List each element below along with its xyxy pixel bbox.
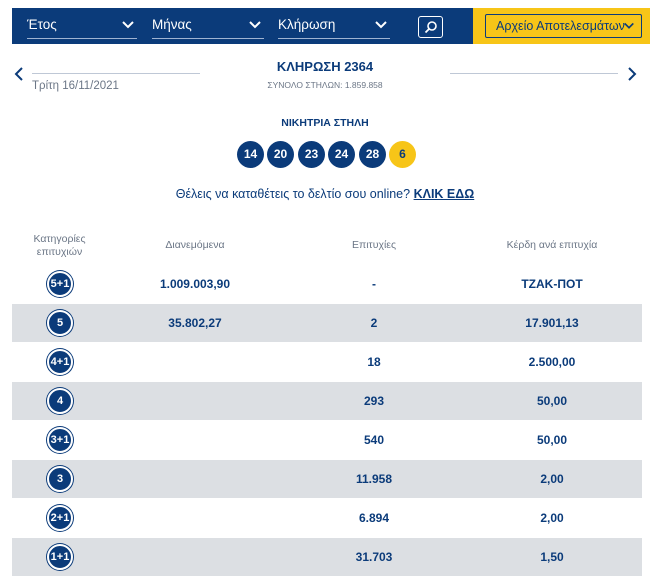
previous-draw-arrow-icon[interactable] bbox=[11, 64, 27, 84]
header-category: Κατηγορίες επιτυχιών bbox=[33, 232, 86, 258]
month-dropdown-underline bbox=[152, 38, 264, 39]
click-here-link[interactable]: ΚΛΙΚ ΕΔΩ bbox=[413, 187, 475, 201]
distributed-cell: 35.802,27 bbox=[168, 316, 222, 330]
prize-cell: 50,00 bbox=[536, 394, 568, 408]
category-badge: 3 bbox=[47, 466, 73, 492]
distributed-cell bbox=[130, 421, 260, 459]
category-badge: 5+1 bbox=[47, 271, 73, 297]
filter-bar: Έτος Μήνας Κλήρωση Αρχείο Αποτελεσμάτων bbox=[12, 8, 650, 44]
distributed-cell bbox=[130, 499, 260, 537]
number-ball: 24 bbox=[328, 141, 355, 168]
chevron-down-icon bbox=[122, 21, 134, 29]
draw-dropdown-underline bbox=[278, 38, 390, 39]
draw-date: Τρίτη 16/11/2021 bbox=[32, 80, 119, 92]
table-row: 5 35.802,27 2 17.901,13 bbox=[12, 304, 642, 342]
draw-dropdown[interactable]: Κλήρωση bbox=[278, 8, 390, 44]
year-dropdown[interactable]: Έτος bbox=[27, 8, 137, 44]
number-ball: 14 bbox=[237, 141, 264, 168]
divider-left bbox=[32, 73, 200, 74]
winners-cell: 31.703 bbox=[355, 550, 393, 564]
archive-dropdown-box: Αρχείο Αποτελεσμάτων bbox=[485, 14, 642, 38]
distributed-cell bbox=[130, 343, 260, 381]
next-draw-arrow-icon[interactable] bbox=[624, 64, 640, 84]
category-badge: 5 bbox=[47, 310, 73, 336]
divider-right bbox=[450, 73, 618, 74]
month-dropdown[interactable]: Μήνας bbox=[152, 8, 264, 44]
table-row: 2+1 6.894 2,00 bbox=[12, 499, 642, 537]
year-dropdown-underline bbox=[27, 38, 137, 39]
prize-cell: 2.500,00 bbox=[528, 355, 576, 369]
archive-dropdown-label: Αρχείο Αποτελεσμάτων bbox=[496, 19, 625, 33]
table-row: 1+1 31.703 1,50 bbox=[12, 538, 642, 576]
archive-dropdown[interactable]: Αρχείο Αποτελεσμάτων bbox=[473, 8, 650, 44]
prize-cell: 1,50 bbox=[540, 550, 564, 564]
distributed-cell: 1.009.003,90 bbox=[159, 277, 231, 291]
search-button[interactable] bbox=[418, 16, 443, 38]
table-row: 3+1 540 50,00 bbox=[12, 421, 642, 459]
category-badge: 2+1 bbox=[47, 505, 73, 531]
total-columns: ΣΥΝΟΛΟ ΣΤΗΛΩΝ: 1.859.858 bbox=[267, 80, 383, 90]
distributed-cell bbox=[130, 538, 260, 576]
category-badge: 4 bbox=[47, 388, 73, 414]
results-table-header: Κατηγορίες επιτυχιών Διανεμόμενα Επιτυχί… bbox=[12, 226, 642, 265]
number-ball: 28 bbox=[359, 141, 386, 168]
winners-cell: 293 bbox=[363, 394, 385, 408]
year-dropdown-label: Έτος bbox=[27, 17, 57, 32]
winners-cell: 18 bbox=[367, 355, 381, 369]
winners-cell: 11.958 bbox=[355, 472, 393, 486]
winning-column-label: ΝΙΚΗΤΡΙΑ ΣΤΗΛΗ bbox=[281, 117, 369, 129]
winners-cell: - bbox=[372, 277, 376, 291]
online-ticket-prompt: Θέλεις να καταθέτεις το δελτίο σου onlin… bbox=[100, 187, 550, 201]
category-badge: 1+1 bbox=[47, 544, 73, 570]
distributed-cell bbox=[130, 382, 260, 420]
prize-cell: ΤΖΑΚ-ΠΟΤ bbox=[521, 277, 583, 291]
chevron-down-icon bbox=[375, 21, 387, 29]
winners-cell: 2 bbox=[370, 316, 378, 330]
draw-title: ΚΛΗΡΩΣΗ 2364 bbox=[276, 59, 374, 74]
winners-cell: 540 bbox=[363, 433, 385, 447]
draw-dropdown-label: Κλήρωση bbox=[278, 17, 336, 32]
month-dropdown-label: Μήνας bbox=[152, 17, 192, 32]
table-row: 4+1 18 2.500,00 bbox=[12, 343, 642, 381]
category-badge: 4+1 bbox=[47, 349, 73, 375]
category-badge: 3+1 bbox=[47, 427, 73, 453]
table-row: 5+1 1.009.003,90 - ΤΖΑΚ-ΠΟΤ bbox=[12, 265, 642, 303]
header-prize: Κέρδη ανά επιτυχία bbox=[506, 239, 598, 251]
prize-cell: 2,00 bbox=[540, 472, 564, 486]
joker-ball: 6 bbox=[389, 141, 416, 168]
table-row: 3 11.958 2,00 bbox=[12, 460, 642, 498]
header-winners: Επιτυχίες bbox=[351, 239, 397, 251]
prize-cell: 17.901,13 bbox=[525, 316, 579, 330]
search-icon bbox=[424, 21, 437, 34]
header-distributed: Διανεμόμενα bbox=[165, 239, 225, 251]
table-row: 4 293 50,00 bbox=[12, 382, 642, 420]
chevron-down-icon bbox=[249, 21, 261, 29]
number-ball: 23 bbox=[298, 141, 325, 168]
prize-cell: 50,00 bbox=[536, 433, 568, 447]
distributed-cell bbox=[130, 460, 260, 498]
winners-cell: 6.894 bbox=[358, 511, 390, 525]
online-ticket-text: Θέλεις να καταθέτεις το δελτίο σου onlin… bbox=[175, 187, 414, 201]
number-ball: 20 bbox=[267, 141, 294, 168]
chevron-down-icon bbox=[624, 22, 634, 29]
prize-cell: 2,00 bbox=[540, 511, 564, 525]
